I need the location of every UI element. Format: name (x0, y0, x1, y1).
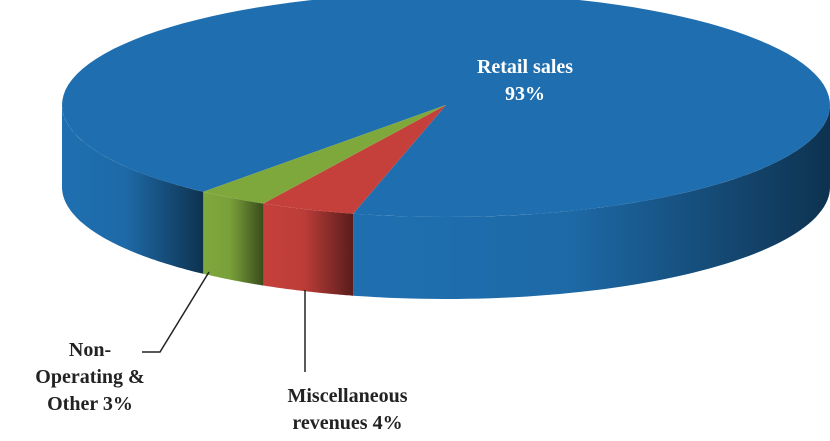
slice-side-shade (203, 191, 264, 286)
slice-side-shade (263, 203, 354, 296)
slice-label: Retail sales 93% (476, 56, 574, 105)
slice (62, 0, 830, 217)
slice-label: Miscellaneous revenues 4% (287, 385, 408, 434)
slice-side-shade (62, 105, 204, 274)
slice-label: Non-Operating & Other 3% (35, 339, 145, 415)
slice (263, 105, 446, 214)
slice (203, 105, 446, 204)
slice-side-shade (353, 105, 830, 299)
leader-line (142, 271, 210, 353)
